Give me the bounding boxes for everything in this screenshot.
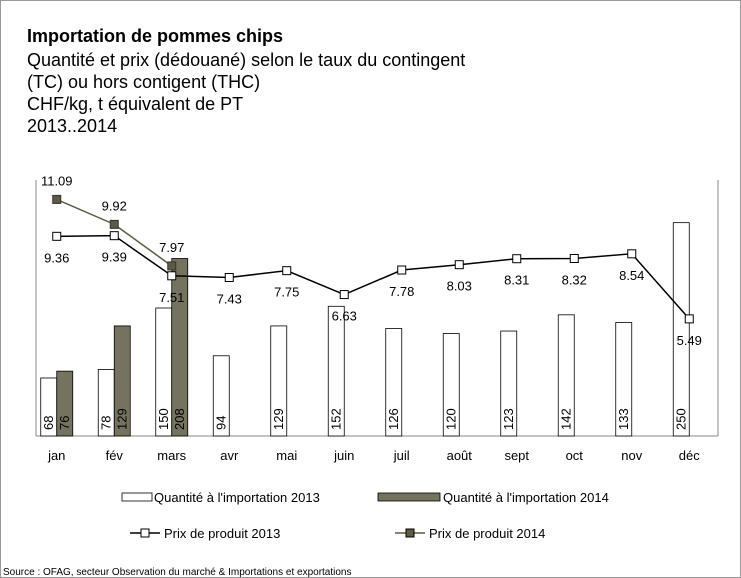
bar-label: 76 [57,416,72,430]
bar-label: 150 [156,408,171,430]
x-tick-label: sept [504,448,529,463]
bar [56,370,74,437]
bar-label: 208 [172,408,187,430]
marker [339,290,349,300]
bar [327,305,345,437]
marker [224,272,234,282]
marker [109,219,119,229]
source: Source : OFAG, secteur Observation du ma… [3,567,352,578]
marker [109,231,119,241]
bar-label: 129 [114,408,129,430]
subtitle: 2013..2014 [27,116,117,136]
x-tick-label: mars [157,448,186,463]
bar-label: 94 [213,416,228,430]
value-label: 7.43 [217,291,242,306]
x-tick-label: août [447,448,473,463]
value-label: 8.31 [504,273,529,288]
bar [672,222,690,437]
legend-label: Prix de produit 2014 [429,526,545,541]
legend-label: Quantité à l'importation 2014 [443,490,609,505]
bar [442,333,460,437]
bar-label: 142 [558,408,573,430]
legend-marker [140,528,150,538]
marker [627,249,637,259]
marker [512,254,522,264]
marker [454,260,464,270]
value-label: 8.54 [619,268,644,283]
bar [113,325,131,437]
bar [385,328,403,437]
bar [557,314,575,437]
bar-label: 133 [616,408,631,430]
bar-label: 126 [386,408,401,430]
x-tick-label: juil [393,448,410,463]
bar-label: 152 [328,408,343,430]
bar [270,325,288,437]
legend-label: Prix de produit 2013 [164,526,280,541]
marker [52,231,62,241]
line [56,234,690,320]
x-tick-label: avr [220,448,239,463]
legend-label: Quantité à l'importation 2013 [154,490,320,505]
legend-marker [405,528,415,538]
marker [684,314,694,324]
value-label: 9.36 [44,250,69,265]
x-tick-label: déc [679,448,700,463]
value-label: 7.51 [159,290,184,305]
bar [171,258,189,437]
value-label: 7.75 [274,285,299,300]
bar-label: 129 [271,408,286,430]
marker [167,261,177,271]
value-label: 6.63 [332,309,357,324]
value-label: 8.32 [562,273,587,288]
marker [52,194,62,204]
chart-title: Importation de pommes chips [27,26,283,46]
subtitle: Quantité et prix (dédouané) selon le tau… [27,50,465,70]
bar [212,355,230,437]
x-tick-label: nov [621,448,642,463]
marker [569,254,579,264]
value-label: 5.49 [677,333,702,348]
marker [282,266,292,276]
value-label: 9.39 [102,250,127,265]
legend-swatch [377,492,441,502]
legend-swatch [121,492,153,502]
value-label: 7.78 [389,284,414,299]
bar-label: 78 [98,416,113,430]
marker [397,265,407,275]
x-tick-label: juin [333,448,354,463]
value-label: 8.03 [447,279,472,294]
x-tick-label: oct [566,448,584,463]
bar [500,330,518,437]
bar-label: 120 [443,408,458,430]
x-tick-label: fév [106,448,124,463]
bar [615,322,633,437]
x-tick-label: mai [276,448,297,463]
value-label: 9.92 [102,198,127,213]
x-tick-label: jan [47,448,65,463]
value-label: 7.97 [159,240,184,255]
subtitle: (TC) ou hors contigent (THC) [27,72,260,92]
marker [167,271,177,281]
bar-label: 68 [41,416,56,430]
subtitle: CHF/kg, t équivalent de PT [27,94,243,114]
bar-label: 250 [673,408,688,430]
value-label: 11.09 [41,173,73,188]
bar-label: 123 [501,408,516,430]
